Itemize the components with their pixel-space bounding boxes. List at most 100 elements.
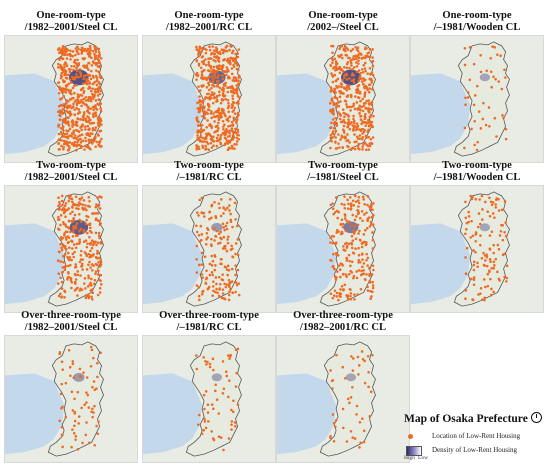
- housing-point: [99, 107, 102, 110]
- housing-point: [332, 421, 336, 425]
- housing-point: [98, 256, 101, 260]
- housing-point: [210, 203, 214, 207]
- housing-point: [234, 218, 237, 221]
- housing-point: [204, 77, 207, 80]
- housing-point: [371, 264, 375, 268]
- housing-point: [346, 397, 350, 401]
- housing-point: [85, 421, 88, 424]
- housing-point: [472, 268, 476, 272]
- housing-point: [94, 126, 98, 129]
- housing-point: [217, 64, 221, 67]
- housing-point: [92, 356, 95, 360]
- housing-point: [62, 53, 66, 56]
- housing-point: [78, 218, 81, 222]
- housing-point: [349, 93, 353, 97]
- housing-point: [217, 118, 221, 122]
- housing-point: [225, 268, 229, 272]
- housing-point: [333, 95, 337, 99]
- housing-point: [195, 367, 199, 371]
- housing-point: [352, 117, 355, 121]
- housing-point: [340, 285, 344, 288]
- housing-point: [64, 236, 68, 239]
- housing-point: [351, 436, 355, 439]
- housing-point: [71, 247, 74, 250]
- housing-point: [83, 74, 86, 78]
- housing-point: [65, 129, 68, 132]
- housing-point: [57, 132, 61, 136]
- housing-point: [343, 99, 347, 103]
- housing-point: [352, 204, 356, 207]
- housing-point: [76, 294, 79, 297]
- housing-point: [370, 273, 374, 276]
- housing-point: [479, 127, 483, 130]
- housing-point: [354, 54, 357, 58]
- housing-point: [217, 121, 220, 125]
- housing-point: [205, 48, 208, 52]
- housing-point: [61, 107, 65, 111]
- housing-point: [464, 289, 468, 292]
- housing-point: [212, 144, 215, 147]
- housing-point: [338, 146, 341, 149]
- housing-point: [364, 148, 368, 152]
- housing-point: [93, 388, 97, 392]
- housing-point: [370, 81, 374, 84]
- prefecture-outline: [185, 341, 242, 457]
- housing-point: [368, 267, 371, 270]
- housing-point: [362, 440, 366, 444]
- housing-point: [82, 97, 86, 101]
- housing-point: [345, 256, 348, 260]
- housing-point: [483, 298, 486, 302]
- housing-point: [212, 58, 216, 62]
- housing-point: [208, 69, 211, 73]
- housing-point: [227, 278, 231, 282]
- housing-point: [76, 112, 80, 115]
- housing-point: [211, 294, 214, 297]
- housing-point: [228, 131, 232, 135]
- housing-point: [357, 373, 360, 376]
- housing-point: [195, 48, 198, 51]
- housing-point: [370, 202, 373, 206]
- housing-point: [223, 133, 227, 137]
- housing-point: [483, 200, 487, 204]
- housing-point: [217, 232, 221, 236]
- housing-point: [80, 128, 84, 132]
- housing-point: [94, 106, 97, 110]
- housing-point: [231, 87, 235, 90]
- housing-point: [219, 52, 222, 56]
- housing-point: [348, 127, 351, 131]
- housing-point: [87, 54, 91, 58]
- housing-point: [94, 99, 98, 102]
- housing-point: [332, 212, 335, 216]
- housing-point: [342, 111, 345, 115]
- housing-point: [59, 76, 63, 80]
- housing-point: [211, 45, 215, 48]
- housing-point: [334, 136, 337, 139]
- housing-point: [328, 102, 332, 105]
- housing-point: [76, 58, 79, 62]
- housing-point: [492, 243, 495, 247]
- housing-point: [61, 49, 64, 53]
- housing-point: [73, 143, 76, 146]
- housing-point: [356, 88, 359, 92]
- housing-point: [68, 127, 72, 131]
- housing-point: [210, 51, 214, 55]
- housing-point: [344, 49, 347, 53]
- housing-point: [361, 82, 365, 86]
- housing-point: [72, 243, 76, 246]
- housing-point: [83, 207, 87, 210]
- housing-point: [64, 264, 68, 268]
- housing-point: [351, 48, 355, 51]
- housing-point: [202, 62, 206, 65]
- housing-point: [367, 83, 371, 87]
- housing-point: [223, 123, 226, 126]
- housing-point: [355, 413, 358, 416]
- housing-point: [482, 101, 485, 105]
- housing-point: [354, 200, 358, 203]
- housing-point: [58, 58, 61, 61]
- housing-point: [329, 436, 332, 439]
- housing-point: [211, 80, 215, 83]
- housing-point: [222, 226, 226, 229]
- housing-point: [500, 87, 504, 91]
- housing-point: [215, 96, 218, 99]
- housing-point: [355, 125, 359, 129]
